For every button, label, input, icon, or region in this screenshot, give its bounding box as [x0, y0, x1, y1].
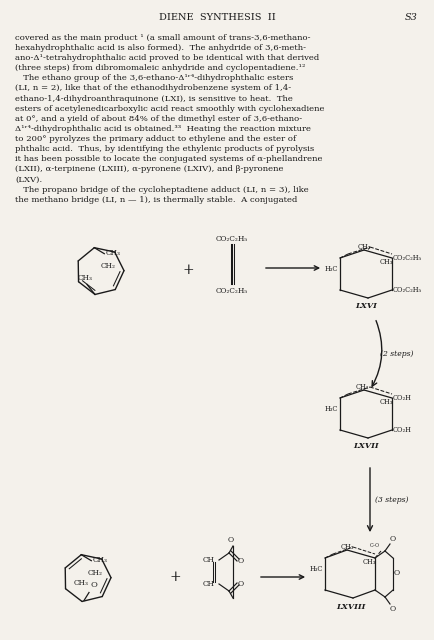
- Text: O: O: [90, 582, 97, 589]
- Text: S3: S3: [405, 13, 418, 22]
- Text: The propano bridge of the cycloheptadiene adduct (LI, n = 3), like: The propano bridge of the cycloheptadien…: [15, 186, 309, 193]
- Text: CH₃: CH₃: [92, 556, 107, 564]
- Text: C–O: C–O: [370, 543, 380, 548]
- Text: O: O: [390, 605, 396, 613]
- Text: CO₂H: CO₂H: [393, 394, 412, 402]
- Text: covered as the main product ¹ (a small amount of trans-3,6-methano-: covered as the main product ¹ (a small a…: [15, 34, 310, 42]
- Text: (three steps) from dibromomaleic anhydride and cyclopentadiene.¹²: (three steps) from dibromomaleic anhydri…: [15, 64, 306, 72]
- Text: CH₃: CH₃: [363, 558, 376, 566]
- Text: (LXV).: (LXV).: [15, 175, 42, 184]
- Text: The ethano group of the 3,6-ethano-Δ¹ʳ⁴-dihydrophthalic esters: The ethano group of the 3,6-ethano-Δ¹ʳ⁴-…: [15, 74, 293, 83]
- Text: esters of acetylenedicarboxylic acid react smoothly with cyclohexadiene: esters of acetylenedicarboxylic acid rea…: [15, 105, 325, 113]
- Text: ethano-1,4-dihydroanthraquinone (LXI), is sensitive to heat.  The: ethano-1,4-dihydroanthraquinone (LXI), i…: [15, 95, 293, 102]
- Text: hexahydrophthalic acid is also formed).  The anhydride of 3,6-meth-: hexahydrophthalic acid is also formed). …: [15, 44, 306, 52]
- Text: Δ¹ʳ⁴-dihydrophthalic acid is obtained.³³  Heating the reaction mixture: Δ¹ʳ⁴-dihydrophthalic acid is obtained.³³…: [15, 125, 311, 133]
- Text: CH₃: CH₃: [380, 258, 393, 266]
- Text: O: O: [228, 536, 234, 544]
- Text: ano-Δ¹-tetrahydrophthalic acid proved to be identical with that derived: ano-Δ¹-tetrahydrophthalic acid proved to…: [15, 54, 319, 62]
- Text: (3 steps): (3 steps): [375, 496, 408, 504]
- Text: O: O: [238, 580, 244, 588]
- Text: (LI, n = 2), like that of the ethanodihydrobenzene system of 1,4-: (LI, n = 2), like that of the ethanodihy…: [15, 84, 291, 93]
- Text: CO₂C₂H₅: CO₂C₂H₅: [216, 287, 248, 295]
- Text: CH₂: CH₂: [100, 262, 115, 269]
- Text: to 200° pyrolyzes the primary adduct to ethylene and the ester of: to 200° pyrolyzes the primary adduct to …: [15, 135, 296, 143]
- Text: LXVII: LXVII: [353, 442, 379, 450]
- Text: CH₃: CH₃: [380, 398, 393, 406]
- Text: O: O: [394, 569, 400, 577]
- Text: CO₂C₂H₅: CO₂C₂H₅: [216, 235, 248, 243]
- Text: DIENE  SYNTHESIS  II: DIENE SYNTHESIS II: [158, 13, 276, 22]
- Text: CO₂H: CO₂H: [393, 426, 412, 434]
- Text: (LXII), α-terpinene (LXIII), α-pyronene (LXIV), and β-pyronene: (LXII), α-terpinene (LXIII), α-pyronene …: [15, 165, 283, 173]
- Text: it has been possible to locate the conjugated systems of α-phellandrene: it has been possible to locate the conju…: [15, 155, 322, 163]
- Text: O: O: [390, 535, 396, 543]
- Text: phthalic acid.  Thus, by identifying the ethylenic products of pyrolysis: phthalic acid. Thus, by identifying the …: [15, 145, 314, 153]
- Text: +: +: [169, 570, 181, 584]
- Text: +: +: [182, 263, 194, 277]
- Text: CH: CH: [203, 580, 215, 588]
- Text: CH₃: CH₃: [355, 383, 369, 391]
- Text: LXVIII: LXVIII: [336, 603, 366, 611]
- Text: CH₃: CH₃: [105, 249, 120, 257]
- Text: CO₂C₂H₅: CO₂C₂H₅: [393, 254, 422, 262]
- Text: CH₃: CH₃: [73, 579, 89, 588]
- Text: H₃C: H₃C: [325, 265, 338, 273]
- Text: the methano bridge (LI, n — 1), is thermally stable.  A conjugated: the methano bridge (LI, n — 1), is therm…: [15, 196, 297, 204]
- Text: CO₂C₂H₅: CO₂C₂H₅: [393, 286, 422, 294]
- Text: O: O: [238, 557, 244, 565]
- Text: CH₃: CH₃: [357, 243, 371, 251]
- Text: CH: CH: [203, 556, 215, 564]
- Text: (2 steps): (2 steps): [380, 350, 414, 358]
- Text: H₃C: H₃C: [309, 565, 323, 573]
- Text: at 0°, and a yield of about 84% of the dimethyl ester of 3,6-ethano-: at 0°, and a yield of about 84% of the d…: [15, 115, 302, 123]
- Text: CH₃: CH₃: [340, 543, 354, 551]
- Text: LXVI: LXVI: [355, 302, 377, 310]
- Text: H₃C: H₃C: [325, 405, 338, 413]
- Text: CH₃: CH₃: [78, 275, 92, 282]
- Text: CH₂: CH₂: [87, 569, 102, 577]
